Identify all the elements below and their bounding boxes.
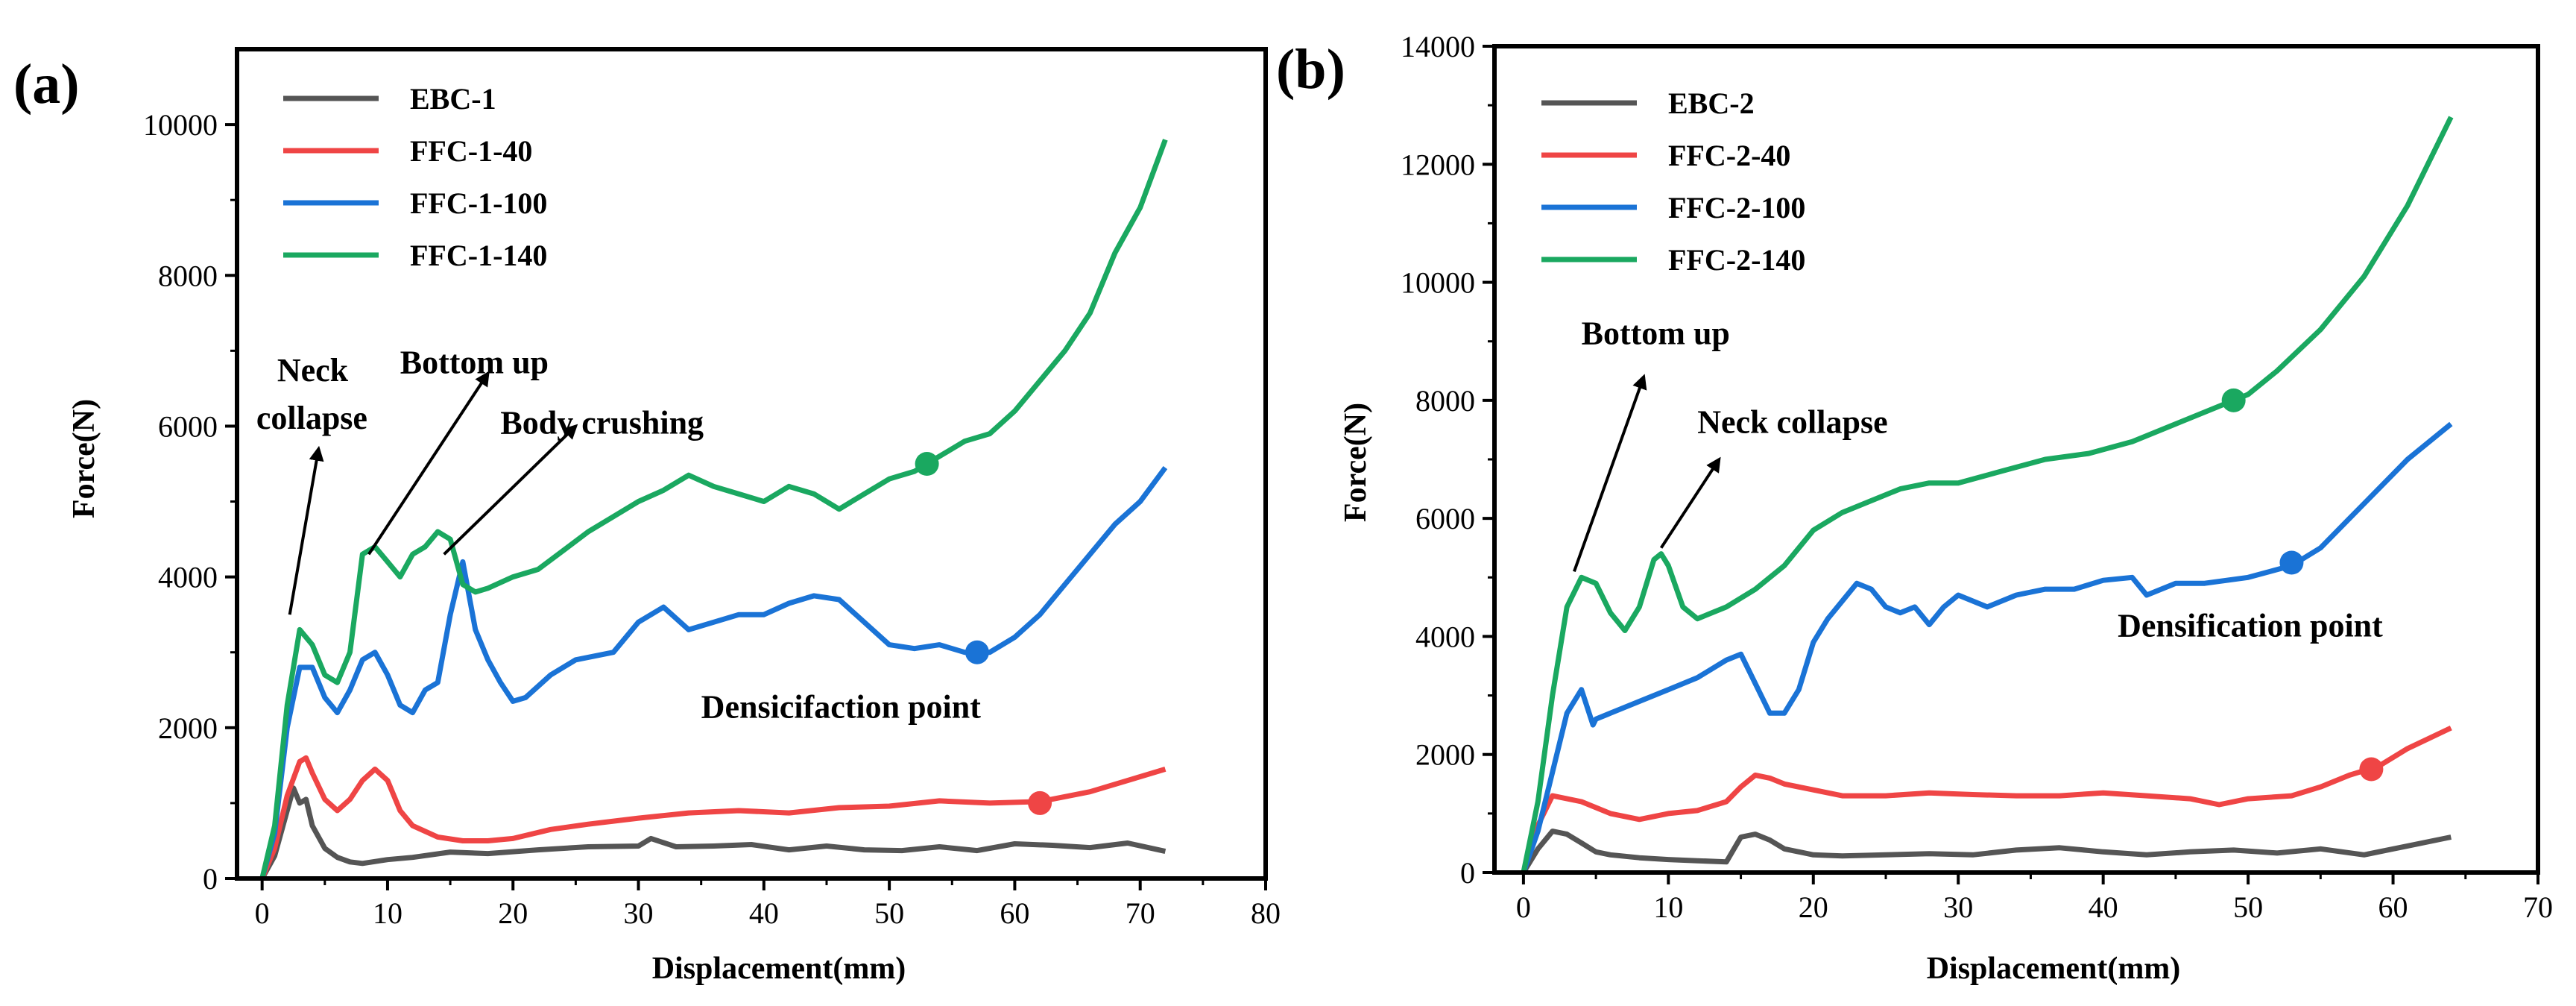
- legend-label-ffc-1-140: FFC-1-140: [410, 239, 547, 272]
- x-tick-label: 0: [1516, 890, 1531, 924]
- densification-marker-ffc-1-100: [965, 640, 989, 664]
- x-tick-label: 30: [1943, 890, 1973, 924]
- legend-label-ebc-1: EBC-1: [410, 82, 496, 116]
- y-tick-label: 10000: [143, 108, 218, 142]
- annotation-arrow: [288, 445, 324, 615]
- panel-b-chart: (b) 0 10 20 30 40 50 60 70 0 2000 4000 6000 8000 100…: [1276, 30, 2553, 986]
- panel-a-legend: EBC-1 FFC-1-40 FFC-1-100 FFC-1-140: [283, 82, 547, 272]
- y-tick-label: 10000: [1401, 266, 1475, 300]
- panel-b-y-ticks: 0 2000 4000 6000 8000 10000 12000 14000: [1401, 30, 1494, 890]
- x-tick-label: 80: [1251, 896, 1281, 930]
- series-line-ffc-1-100: [259, 466, 1168, 879]
- annotation-label: Bottom up: [1582, 315, 1730, 352]
- panel-b-x-ticks: 0 10 20 30 40 50 60 70: [1516, 873, 2553, 924]
- y-tick-label: 6000: [158, 409, 218, 443]
- densification-marker-ffc-1-140: [915, 452, 939, 476]
- annotation-arrow: [443, 424, 578, 556]
- y-tick-label: 4000: [158, 561, 218, 594]
- legend-label-ffc-2-100: FFC-2-100: [1668, 191, 1805, 224]
- legend-label-ffc-1-40: FFC-1-40: [410, 134, 532, 168]
- x-tick-label: 10: [373, 896, 402, 930]
- x-tick-label: 60: [1000, 896, 1029, 930]
- x-tick-label: 50: [874, 896, 904, 930]
- panel-b-x-axis-title: Displacement(mm): [1927, 952, 2181, 986]
- y-tick-label: 8000: [158, 259, 218, 292]
- series-line-ebc-1: [259, 785, 1167, 880]
- annotation-label: Body crushing: [500, 405, 704, 441]
- panel-a-x-ticks: 0 10 20 30 40 50 60 70 80: [255, 878, 1281, 930]
- x-tick-label: 60: [2378, 890, 2408, 924]
- legend-label-ffc-1-100: FFC-1-100: [410, 186, 547, 220]
- annotation-label: Bottom up: [400, 345, 549, 381]
- x-tick-label: 40: [2089, 890, 2118, 924]
- x-tick-label: 10: [1653, 890, 1683, 924]
- annotation-label: Neck: [277, 352, 349, 389]
- annotation-arrow: [1573, 374, 1647, 573]
- panel-b-y-axis-title: Force(N): [1339, 403, 1373, 522]
- y-tick-label: 14000: [1401, 30, 1475, 63]
- y-tick-label: 0: [1460, 856, 1475, 890]
- panel-a-series-lines: [259, 139, 1168, 880]
- densification-marker-ffc-1-40: [1028, 790, 1052, 815]
- panel-a-densification-markers: [915, 452, 1052, 815]
- panel-b-legend: EBC-2 FFC-2-40 FFC-2-100 FFC-2-140: [1541, 87, 1805, 277]
- annotation-label: Densification point: [2118, 607, 2383, 644]
- panel-b-annotations: Bottom up Neck collapse Densification poin…: [1573, 315, 2383, 644]
- x-tick-label: 0: [255, 896, 270, 930]
- panel-a-annotations: Neck collapse Bottom up Body crushing Densic…: [256, 345, 981, 726]
- panel-b-series-lines: [1521, 116, 2454, 874]
- x-tick-label: 30: [624, 896, 654, 930]
- x-tick-label: 20: [1799, 890, 1828, 924]
- panel-b-label: (b): [1276, 38, 1345, 101]
- x-tick-label: 50: [2233, 890, 2263, 924]
- annotation-label-line2: collapse: [256, 400, 367, 436]
- series-line-ffc-2-140: [1521, 116, 2454, 873]
- densification-marker-ffc-2-40: [2359, 757, 2384, 782]
- series-line-ebc-2: [1521, 829, 2452, 874]
- x-tick-label: 70: [1126, 896, 1155, 930]
- y-tick-label: 12000: [1401, 148, 1475, 181]
- y-tick-label: 4000: [1415, 620, 1475, 653]
- panel-b-plot-frame: [1492, 44, 2540, 875]
- panel-a-plot-frame: [235, 47, 1268, 881]
- annotation-label: Densicifaction point: [701, 689, 982, 726]
- series-line-ffc-2-40: [1521, 725, 2452, 874]
- x-tick-label: 70: [2523, 890, 2553, 924]
- series-line-ffc-2-100: [1521, 421, 2453, 874]
- legend-label-ffc-2-40: FFC-2-40: [1668, 139, 1790, 172]
- annotation-label: Neck collapse: [1697, 403, 1887, 440]
- y-tick-label: 6000: [1415, 502, 1475, 535]
- y-tick-label: 2000: [1415, 738, 1475, 772]
- panel-a-x-axis-title: Displacement(mm): [652, 952, 906, 986]
- annotation-arrow: [1659, 456, 1721, 549]
- series-line-ffc-1-140: [259, 139, 1168, 879]
- panel-b-densification-markers: [2221, 388, 2384, 782]
- legend-label-ffc-2-140: FFC-2-140: [1668, 243, 1805, 277]
- panel-a-y-axis-title: Force(N): [67, 399, 101, 518]
- y-tick-label: 2000: [158, 711, 218, 745]
- y-tick-label: 8000: [1415, 384, 1475, 418]
- panel-a-y-ticks: 0 2000 4000 6000 8000 10000: [143, 108, 237, 896]
- panel-a-chart: (a) 0 10 20 30 40 50 60 70 80 0 2000 4000 6000 8000 1…: [13, 47, 1281, 986]
- panel-a-label: (a): [13, 53, 80, 116]
- series-line-ffc-1-40: [259, 755, 1167, 880]
- legend-label-ebc-2: EBC-2: [1668, 87, 1755, 120]
- annotation-arrow: [367, 371, 490, 556]
- x-tick-label: 20: [498, 896, 528, 930]
- x-tick-label: 40: [749, 896, 779, 930]
- densification-marker-ffc-2-100: [2279, 550, 2304, 575]
- y-tick-label: 0: [203, 862, 218, 896]
- densification-marker-ffc-2-140: [2221, 388, 2246, 412]
